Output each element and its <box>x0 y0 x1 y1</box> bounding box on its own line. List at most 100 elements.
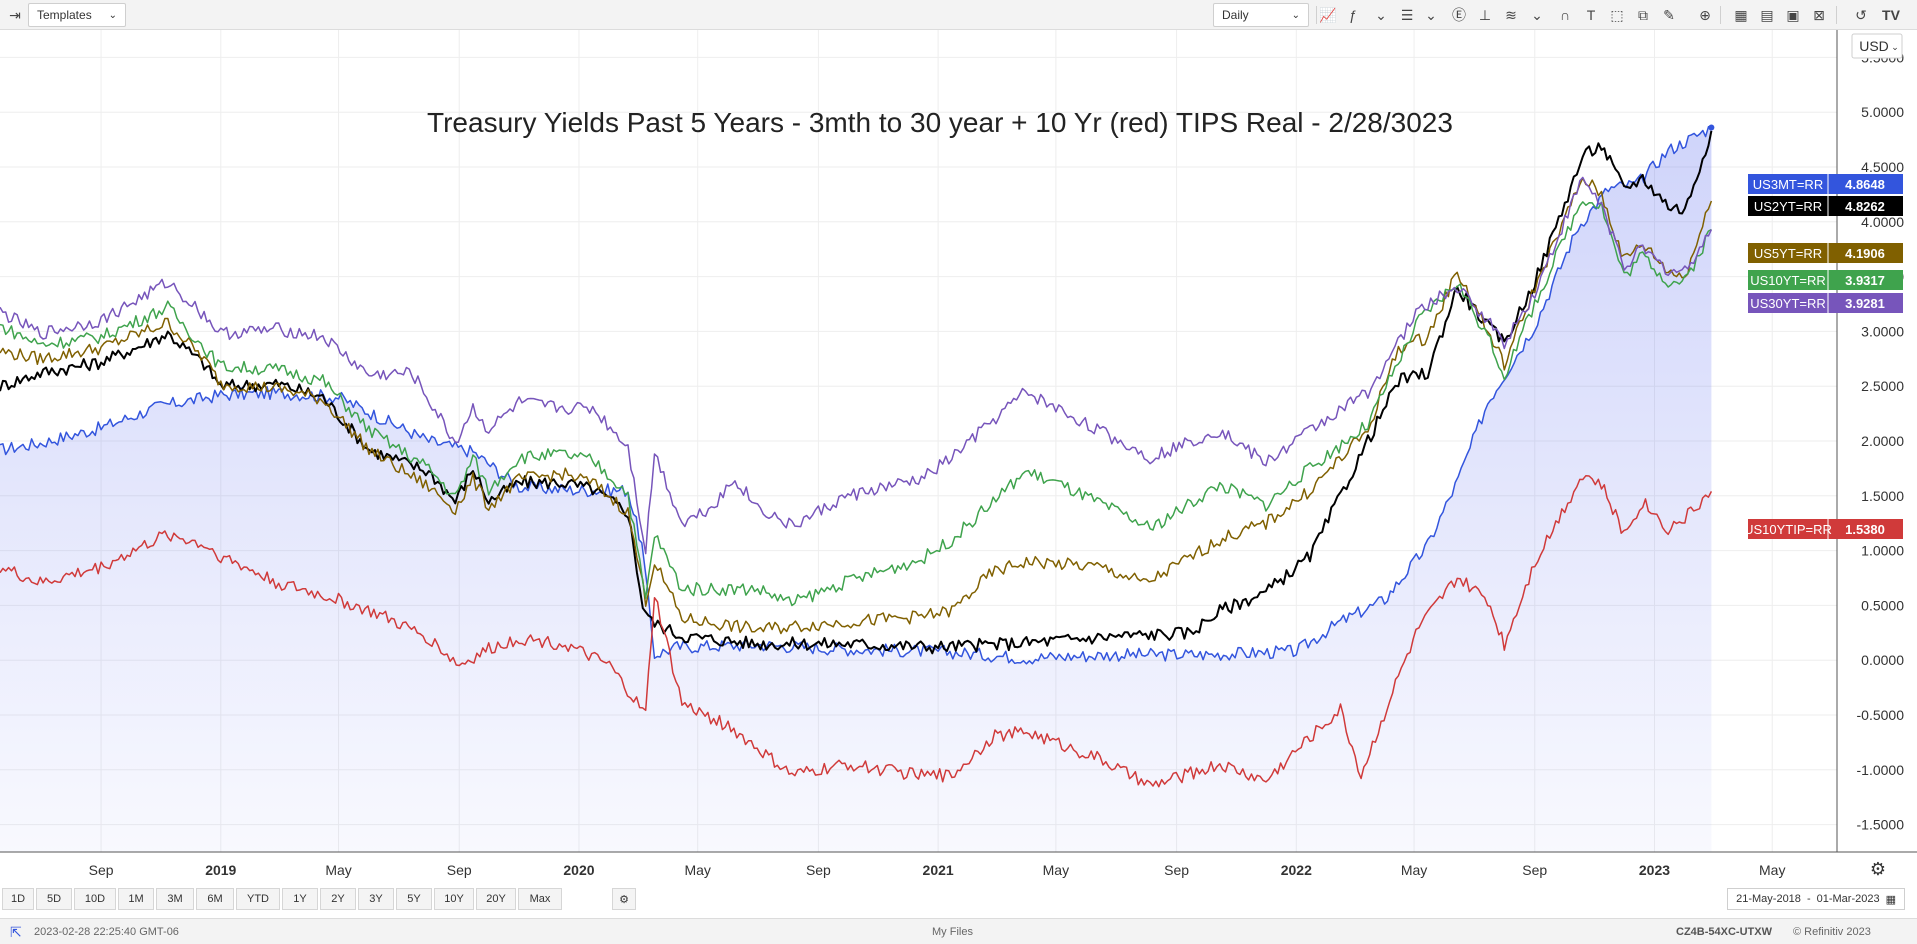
chart-title: Treasury Yields Past 5 Years - 3mth to 3… <box>427 107 1453 138</box>
chevron-down-icon: ⌄ <box>108 9 117 21</box>
date-range-start: 21-May-2018 <box>1736 893 1801 905</box>
series-tag-value: 1.5380 <box>1845 522 1885 537</box>
status-timestamp: 2023-02-28 22:25:40 GMT-06 <box>34 926 179 938</box>
x-tick-label: Sep <box>447 862 472 878</box>
series-tag-value: 3.9281 <box>1845 296 1885 311</box>
series-line-US30YT=RR[interactable] <box>0 176 1713 555</box>
range-button-10d[interactable]: 10D <box>74 888 116 910</box>
range-button-20y[interactable]: 20Y <box>476 888 516 910</box>
series-tag-bg <box>1748 293 1903 313</box>
status-copyright: © Refinitiv 2023 <box>1793 926 1871 938</box>
series-tag-bg <box>1748 174 1903 194</box>
series-line-US10YTIP=RR[interactable] <box>0 474 1713 788</box>
studies-icon[interactable]: ☰ <box>1400 6 1414 23</box>
lines-layer <box>0 124 1715 788</box>
date-range-end: 01-Mar-2023 <box>1816 893 1880 905</box>
status-code: CZ4B-54XC-UTXW <box>1676 926 1772 938</box>
date-range-picker[interactable]: 21-May-2018 - 01-Mar-2023 ▦ <box>1727 888 1905 910</box>
news-icon[interactable]: ▣ <box>1786 6 1800 23</box>
range-button-10y[interactable]: 10Y <box>434 888 474 910</box>
currency-selector[interactable] <box>1851 33 1903 59</box>
zoom-icon[interactable]: ⊕ <box>1699 6 1711 23</box>
series-tag-bg <box>1748 519 1903 539</box>
range-button-1y[interactable]: 1Y <box>282 888 318 910</box>
gear-icon[interactable]: ⚙ <box>1870 859 1886 880</box>
y-axis: 5.50005.00004.50004.00003.50003.00002.50… <box>1857 49 1905 832</box>
indicator-icon[interactable]: ƒ <box>1349 7 1357 23</box>
y-tick-label: 2.0000 <box>1861 433 1904 449</box>
x-tick-label: 2020 <box>563 862 594 878</box>
reset-icon[interactable]: ↺ <box>1855 6 1867 23</box>
range-button-6m[interactable]: 6M <box>196 888 234 910</box>
chart-type-icon[interactable]: 📈 <box>1319 6 1337 23</box>
range-button-max[interactable]: Max <box>518 888 562 910</box>
drawing-icon[interactable]: ≋ <box>1505 6 1517 23</box>
series-tag: US3MT=RR 4.8648 <box>1748 174 1903 194</box>
magnet-icon[interactable]: ∩ <box>1559 7 1571 23</box>
range-bar: 1D 5D 10D 1M 3M 6M YTD 1Y 2Y 3Y 5Y 10Y 20Y Max ⚙ 21-M… <box>0 886 1917 914</box>
range-button-5d[interactable]: 5D <box>36 888 72 910</box>
events-icon[interactable]: Ⓔ <box>1452 7 1466 23</box>
compare-icon[interactable]: ⊥ <box>1478 6 1492 23</box>
series-tag: US10YT=RR 3.9317 <box>1748 270 1903 290</box>
interval-dropdown[interactable]: Daily ⌄ <box>1213 3 1309 27</box>
status-bar: ⇱ 2023-02-28 22:25:40 GMT-06 My Files CZ… <box>0 918 1917 944</box>
range-button-1d[interactable]: 1D <box>2 888 34 910</box>
series-tag-name: US10YTIP=RR <box>1744 522 1832 537</box>
brush-icon[interactable]: ✎ <box>1663 6 1675 23</box>
x-axis: Sep 2019 May Sep 2020 May Sep 2021 May Sep 2022 May… <box>89 862 1786 878</box>
pattern-icon[interactable]: ⧉ <box>1638 6 1648 23</box>
series-tag-name: US5YT=RR <box>1754 246 1822 261</box>
y-tick-label: -0.5000 <box>1857 707 1905 723</box>
y-tick-label: 3.0000 <box>1861 323 1904 339</box>
chevron-down-icon: ⌄ <box>1891 43 1899 53</box>
chart-area[interactable]: Treasury Yields Past 5 Years - 3mth to 3… <box>0 30 1917 886</box>
x-tick-label: May <box>684 862 710 878</box>
series-tag-bg <box>1748 270 1903 290</box>
series-tag-name: US30YT=RR <box>1750 296 1826 311</box>
series-tag-value: 3.9317 <box>1845 273 1885 288</box>
series-tag-value: 4.8262 <box>1845 199 1885 214</box>
series-line-US3MT=RR[interactable] <box>0 125 1712 665</box>
series-fill-US3MT=RR <box>0 126 1712 852</box>
x-tick-label: Sep <box>1164 862 1189 878</box>
x-tick-label: May <box>1759 862 1785 878</box>
fill-layer <box>0 126 1712 852</box>
range-button-2y[interactable]: 2Y <box>320 888 356 910</box>
series-tag-name: US2YT=RR <box>1754 199 1822 214</box>
toolbar-divider <box>1316 6 1317 24</box>
date-range-sep: - <box>1806 893 1811 905</box>
series-line-US5YT=RR[interactable] <box>0 177 1713 635</box>
range-settings-icon[interactable]: ⚙ <box>612 888 636 910</box>
shape-icon[interactable]: ⬚ <box>1610 6 1624 23</box>
y-tick-label: 1.0000 <box>1861 543 1904 559</box>
x-tick-label: May <box>1043 862 1069 878</box>
y-tick-label: 4.0000 <box>1861 214 1904 230</box>
series-tag: US10YTIP=RR 1.5380 <box>1744 519 1903 539</box>
chevron-down-icon[interactable]: ⌄ <box>1375 6 1387 23</box>
chevron-down-icon[interactable]: ⌄ <box>1425 6 1437 23</box>
range-button-3m[interactable]: 3M <box>156 888 194 910</box>
table-icon[interactable]: ▤ <box>1760 6 1774 23</box>
chevron-down-icon[interactable]: ⌄ <box>1531 6 1543 23</box>
series-line-US2YT=RR[interactable] <box>0 130 1713 655</box>
text-icon[interactable]: T <box>1586 7 1596 23</box>
x-tick-label: 2021 <box>923 862 954 878</box>
y-tick-label: 1.5000 <box>1861 488 1904 504</box>
x-tick-label: 2022 <box>1281 862 1312 878</box>
range-button-5y[interactable]: 5Y <box>396 888 432 910</box>
series-tag-bg <box>1748 196 1903 216</box>
series-tag-value: 4.1906 <box>1845 246 1885 261</box>
sidebar-toggle-icon[interactable]: ⇥ <box>9 6 21 23</box>
range-button-3y[interactable]: 3Y <box>358 888 394 910</box>
bar-chart-icon[interactable]: ▦ <box>1734 6 1748 23</box>
y-tick-label: -1.5000 <box>1857 817 1905 833</box>
series-tags: US3MT=RR 4.8648 US2YT=RR 4.8262 US5YT=RR 4.19… <box>1744 174 1903 539</box>
templates-label: Templates <box>37 8 92 22</box>
status-my-files[interactable]: My Files <box>932 926 973 938</box>
templates-dropdown[interactable]: Templates ⌄ <box>28 3 126 27</box>
range-button-1m[interactable]: 1M <box>118 888 154 910</box>
delete-icon[interactable]: ⊠ <box>1813 6 1825 23</box>
range-button-ytd[interactable]: YTD <box>236 888 280 910</box>
y-tick-label: 0.0000 <box>1861 652 1904 668</box>
